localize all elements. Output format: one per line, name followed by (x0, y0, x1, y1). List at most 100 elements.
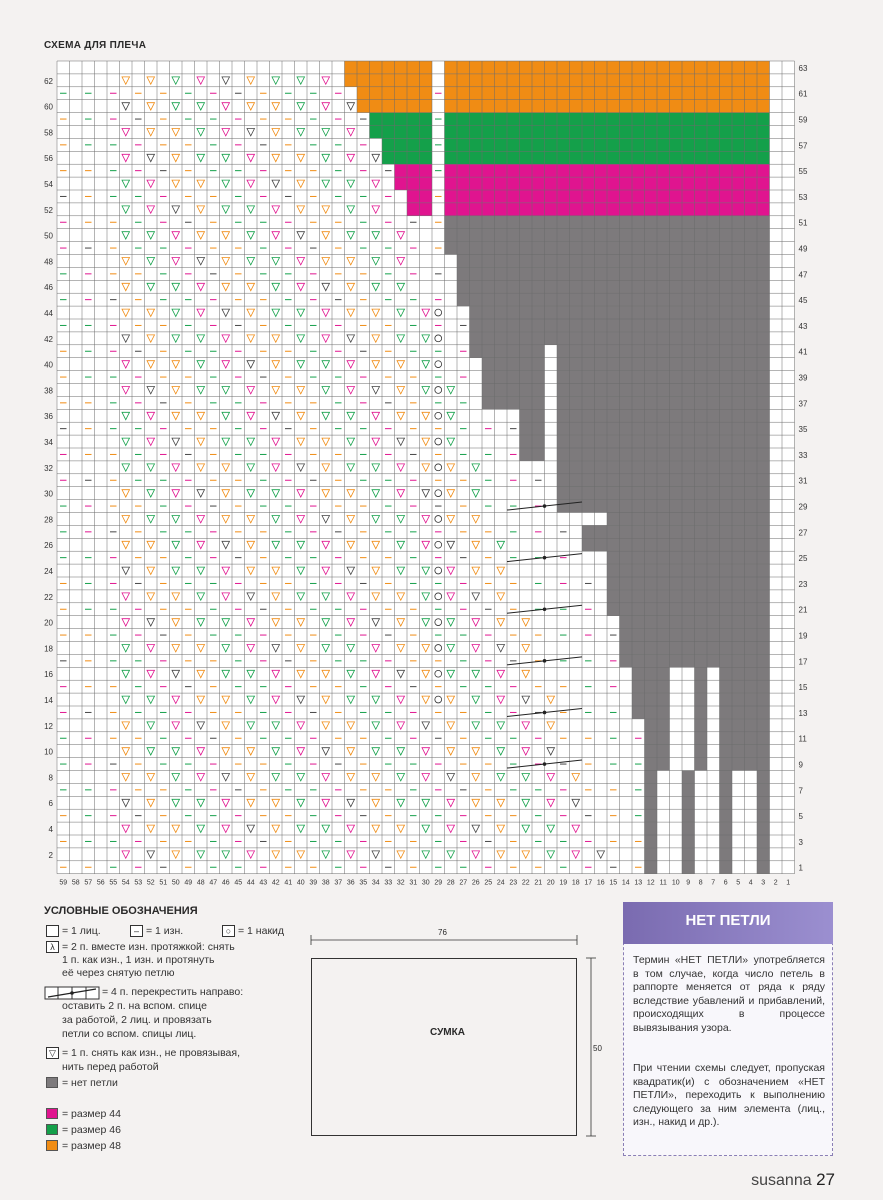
row-number-right: 41 (799, 348, 808, 357)
column-number: 53 (134, 880, 142, 887)
row-number-left: 54 (44, 180, 53, 189)
column-number: 15 (609, 880, 617, 887)
row-number-left: 8 (49, 773, 54, 782)
bag-width-label: 76 (438, 928, 447, 937)
column-number: 26 (472, 880, 480, 887)
column-number: 24 (497, 880, 505, 887)
legend-slip-line1: = 1 п. снять как изн., не провязывая, (62, 1047, 240, 1059)
column-number: 30 (422, 880, 430, 887)
row-number-right: 7 (799, 786, 804, 795)
column-number: 21 (534, 880, 542, 887)
column-number: 25 (484, 880, 492, 887)
row-number-left: 34 (44, 438, 53, 447)
knit-symbol-icon (46, 925, 59, 937)
column-number: 35 (359, 880, 367, 887)
bag-label: СУМКА (430, 1027, 465, 1038)
knitting-chart: 2468101214161820222426283032343638404244… (44, 60, 808, 887)
legend-slip-line2: нить перед работой (62, 1061, 159, 1073)
column-number: 23 (509, 880, 517, 887)
row-number-right: 27 (799, 528, 808, 537)
column-number: 28 (447, 880, 455, 887)
row-number-right: 29 (799, 503, 808, 512)
page-footer: susanna 27 (751, 1170, 835, 1190)
yarn-over-symbol-icon: ○ (222, 925, 235, 937)
column-number: 19 (559, 880, 567, 887)
column-number: 27 (459, 880, 467, 887)
row-number-right: 31 (799, 477, 808, 486)
row-number-left: 56 (44, 154, 53, 163)
info-title: НЕТ ПЕТЛИ (685, 912, 771, 929)
row-number-left: 48 (44, 257, 53, 266)
bag-schematic (311, 958, 577, 1136)
row-number-left: 6 (49, 799, 54, 808)
row-number-left: 38 (44, 386, 53, 395)
legend-purl: = 1 изн. (146, 925, 184, 937)
column-number: 42 (272, 880, 280, 887)
column-number: 13 (634, 880, 642, 887)
column-number: 7 (711, 880, 715, 887)
row-number-right: 39 (799, 374, 808, 383)
column-number: 34 (372, 880, 380, 887)
purl-symbol-icon: – (130, 925, 143, 937)
row-number-right: 63 (799, 64, 808, 73)
column-number: 54 (122, 880, 130, 887)
column-number: 46 (222, 880, 230, 887)
info-paragraph-1: Термин «НЕТ ПЕТЛИ» употребляется в том с… (633, 954, 825, 1034)
row-number-left: 26 (44, 541, 53, 550)
column-number: 5 (736, 880, 740, 887)
legend-title: УСЛОВНЫЕ ОБОЗНАЧЕНИЯ (44, 905, 198, 917)
column-number: 50 (172, 880, 180, 887)
column-number: 33 (384, 880, 392, 887)
row-number-right: 43 (799, 322, 808, 331)
legend-cross-line2: оставить 2 п. на вспом. спице (62, 1000, 207, 1012)
chart-title: СХЕМА ДЛЯ ПЛЕЧА (44, 40, 147, 51)
column-number: 29 (434, 880, 442, 887)
row-number-left: 36 (44, 412, 53, 421)
column-number: 44 (247, 880, 255, 887)
column-number: 40 (297, 880, 305, 887)
row-number-left: 12 (44, 722, 53, 731)
legend-p2tog-line2: 1 п. как изн., 1 изн. и протянуть (62, 954, 215, 966)
row-number-left: 10 (44, 748, 53, 757)
row-number-right: 9 (799, 761, 804, 770)
brand-name: susanna (751, 1172, 812, 1189)
column-number: 20 (547, 880, 555, 887)
legend-size46: = размер 46 (62, 1124, 121, 1136)
row-number-left: 62 (44, 77, 53, 86)
column-number: 57 (84, 880, 92, 887)
legend-cross-line1: = 4 п. перекрестить направо: (102, 986, 244, 998)
column-number: 1 (786, 880, 790, 887)
row-number-left: 22 (44, 593, 53, 602)
column-number: 9 (686, 880, 690, 887)
row-number-left: 50 (44, 232, 53, 241)
info-paragraph-2: При чтении схемы следует, пропуская квад… (633, 1062, 825, 1129)
row-number-right: 45 (799, 296, 808, 305)
no-stitch-swatch (46, 1077, 58, 1088)
row-number-right: 35 (799, 425, 808, 434)
column-number: 3 (761, 880, 765, 887)
slip-symbol-icon: ▽ (46, 1047, 59, 1059)
column-number: 47 (209, 880, 217, 887)
row-number-right: 47 (799, 270, 808, 279)
row-number-right: 57 (799, 141, 808, 150)
column-number: 45 (234, 880, 242, 887)
column-number: 22 (522, 880, 530, 887)
row-number-right: 1 (799, 864, 804, 873)
column-number: 12 (647, 880, 655, 887)
row-number-left: 24 (44, 567, 53, 576)
size46-swatch (46, 1124, 58, 1135)
row-number-right: 13 (799, 709, 808, 718)
row-number-right: 21 (799, 606, 808, 615)
row-number-right: 55 (799, 167, 808, 176)
legend-cross-line4: петли со вспом. спицы лиц. (62, 1028, 197, 1040)
column-number: 18 (572, 880, 580, 887)
column-number: 59 (59, 880, 67, 887)
size48-swatch (46, 1140, 58, 1151)
cable-cross-symbol-icon (44, 986, 100, 1000)
row-number-right: 11 (799, 735, 808, 744)
info-header (623, 902, 833, 944)
column-number: 55 (109, 880, 117, 887)
column-number: 52 (147, 880, 155, 887)
p2tog-symbol-icon: λ (46, 941, 59, 953)
column-number: 17 (584, 880, 592, 887)
